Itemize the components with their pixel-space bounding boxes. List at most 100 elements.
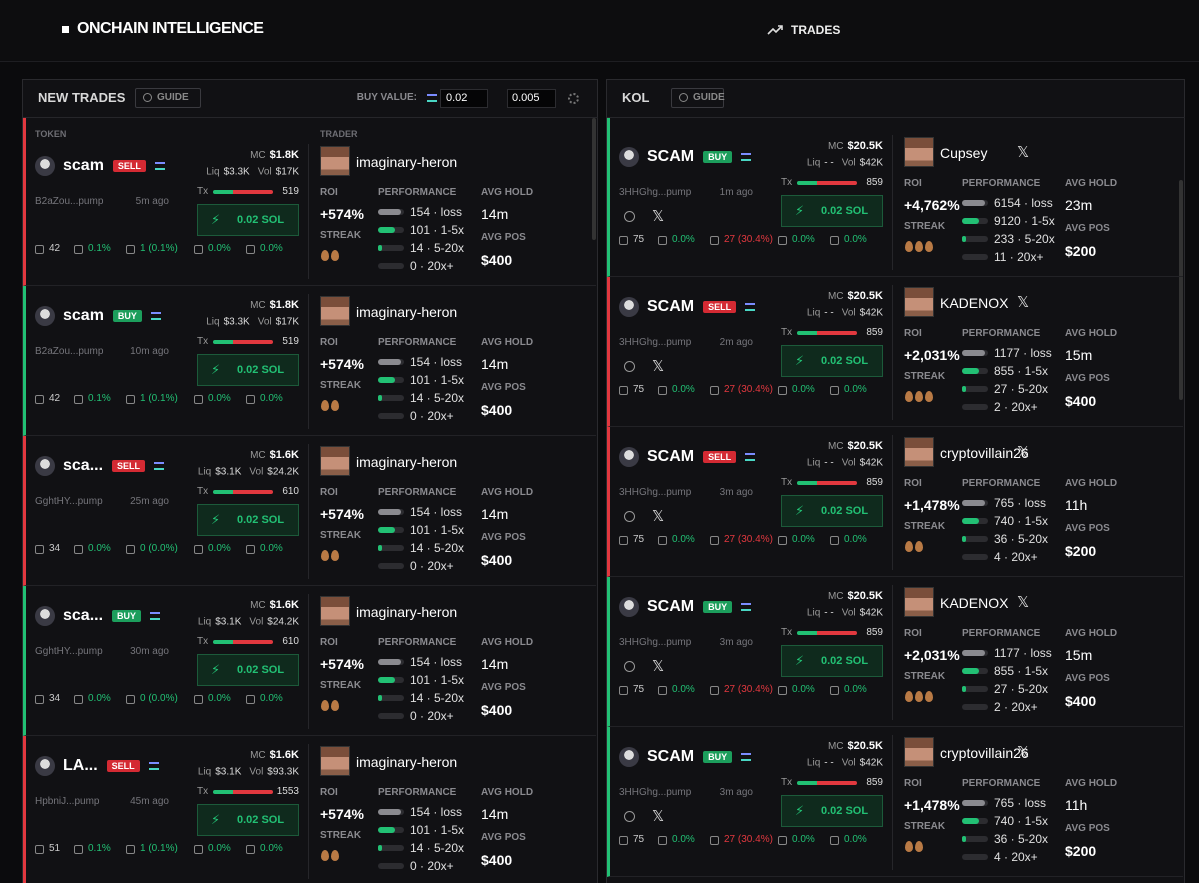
- trade-row[interactable]: [607, 577, 1183, 727]
- trade-row[interactable]: [23, 586, 596, 736]
- trade-row[interactable]: [607, 118, 1183, 277]
- performance-value: 4 · 20x+: [994, 550, 1038, 564]
- metric-label: Vol: [841, 157, 856, 169]
- buy-button[interactable]: [781, 645, 883, 677]
- buy-button[interactable]: [197, 354, 299, 386]
- settings-icon[interactable]: [568, 93, 579, 104]
- buy-input[interactable]: [440, 89, 488, 108]
- buy-button-label: 0.02 SOL: [821, 355, 869, 367]
- stat-value: 75: [633, 534, 645, 545]
- globe-icon[interactable]: [624, 661, 635, 672]
- metric-value: $24.2K: [267, 466, 299, 478]
- stat-icon: [710, 386, 719, 395]
- token-address: 3HHGhg...pump: [619, 187, 692, 198]
- avg-pos-value: $200: [1065, 243, 1097, 259]
- token-avatar: [35, 156, 55, 176]
- stat-label: STREAK: [320, 680, 362, 691]
- metric-label: Vol: [841, 607, 856, 619]
- stat-icon: [658, 236, 667, 245]
- stat-icon: [710, 686, 719, 695]
- performance-value: 101 · 1-5x: [410, 373, 465, 387]
- metric-value: $93.3K: [267, 766, 299, 778]
- chain-icon: [150, 612, 161, 620]
- tx-bar-sell: [233, 340, 273, 344]
- buy-button[interactable]: [197, 804, 299, 836]
- stat-label: ROI: [904, 478, 922, 489]
- globe-icon[interactable]: [624, 361, 635, 372]
- buy-button[interactable]: [197, 654, 299, 686]
- stat-icon: [246, 695, 255, 704]
- buy-button[interactable]: [197, 504, 299, 536]
- metric-label: Vol: [257, 316, 272, 328]
- stat-value: 34: [49, 543, 61, 554]
- bolt-icon: ⚡: [795, 353, 805, 368]
- stat-icon: [710, 536, 719, 545]
- tx-count: 610: [282, 486, 299, 497]
- trade-row[interactable]: [23, 118, 596, 286]
- trade-row[interactable]: [607, 727, 1183, 877]
- guide-icon: [679, 93, 688, 102]
- bolt-icon: ⚡: [795, 803, 805, 818]
- avg-hold-value: 14m: [481, 806, 509, 822]
- metric-value: $1.8K: [269, 299, 299, 311]
- streak-flame: [915, 541, 923, 552]
- stat-label: PERFORMANCE: [962, 628, 1041, 639]
- performance-track: [378, 245, 404, 251]
- performance-value: 0 · 20x+: [410, 409, 454, 423]
- metric-value: - -: [824, 307, 834, 319]
- market-cap: MC $20.5K: [828, 436, 883, 454]
- buy-button-label: 0.02 SOL: [821, 205, 869, 217]
- metric-label: Vol: [249, 766, 264, 778]
- metric-value: $3.1K: [215, 766, 242, 778]
- guide-button[interactable]: [135, 88, 201, 108]
- buy-button[interactable]: [781, 195, 883, 227]
- performance-track: [962, 386, 988, 392]
- stat-value: 51: [49, 843, 61, 854]
- trade-row[interactable]: [607, 427, 1183, 577]
- globe-icon[interactable]: [624, 511, 635, 522]
- stat-icon: [658, 536, 667, 545]
- metric-label: Tx: [197, 486, 209, 497]
- buy-input[interactable]: [507, 89, 556, 108]
- avg-hold-value: 15m: [1065, 647, 1093, 663]
- guide-icon: [143, 93, 152, 102]
- globe-icon[interactable]: [624, 811, 635, 822]
- stat-icon: [246, 245, 255, 254]
- buy-button[interactable]: [781, 495, 883, 527]
- performance-fill: [962, 350, 986, 356]
- stat-icon: [246, 395, 255, 404]
- column-divider: [308, 594, 309, 729]
- roi-value: +574%: [320, 806, 364, 822]
- solana-icon: [427, 94, 437, 102]
- stat-icon: [619, 386, 628, 395]
- stat-icon: [126, 545, 135, 554]
- stat-value: 75: [633, 834, 645, 845]
- nav-tab[interactable]: TRADES: [791, 23, 841, 37]
- performance-value: 740 · 1-5x: [994, 514, 1049, 528]
- stat-icon: [246, 545, 255, 554]
- liquidity-volume: Liq - - Vol $42K: [807, 308, 883, 319]
- trade-row[interactable]: [23, 286, 596, 436]
- performance-fill: [378, 695, 382, 701]
- performance-value: 2 · 20x+: [994, 400, 1038, 414]
- chain-icon: [154, 162, 165, 170]
- performance-fill: [378, 509, 402, 515]
- stat-label: AVG POS: [481, 532, 526, 543]
- performance-value: 27 · 5-20x: [994, 382, 1049, 396]
- stat-value: 0.0%: [792, 834, 815, 845]
- market-cap: MC $1.6K: [250, 595, 299, 613]
- buy-button[interactable]: [781, 795, 883, 827]
- column-divider: [892, 735, 893, 870]
- buy-button[interactable]: [197, 204, 299, 236]
- buy-button[interactable]: [781, 345, 883, 377]
- guide-button[interactable]: [671, 88, 724, 108]
- trade-row[interactable]: [23, 436, 596, 586]
- performance-value: 154 · loss: [410, 355, 463, 369]
- tx-count: 610: [282, 636, 299, 647]
- stat-label: PERFORMANCE: [378, 637, 457, 648]
- trade-row[interactable]: [23, 736, 596, 883]
- top-bar: [0, 0, 1199, 62]
- globe-icon[interactable]: [624, 211, 635, 222]
- trade-row[interactable]: [607, 277, 1183, 427]
